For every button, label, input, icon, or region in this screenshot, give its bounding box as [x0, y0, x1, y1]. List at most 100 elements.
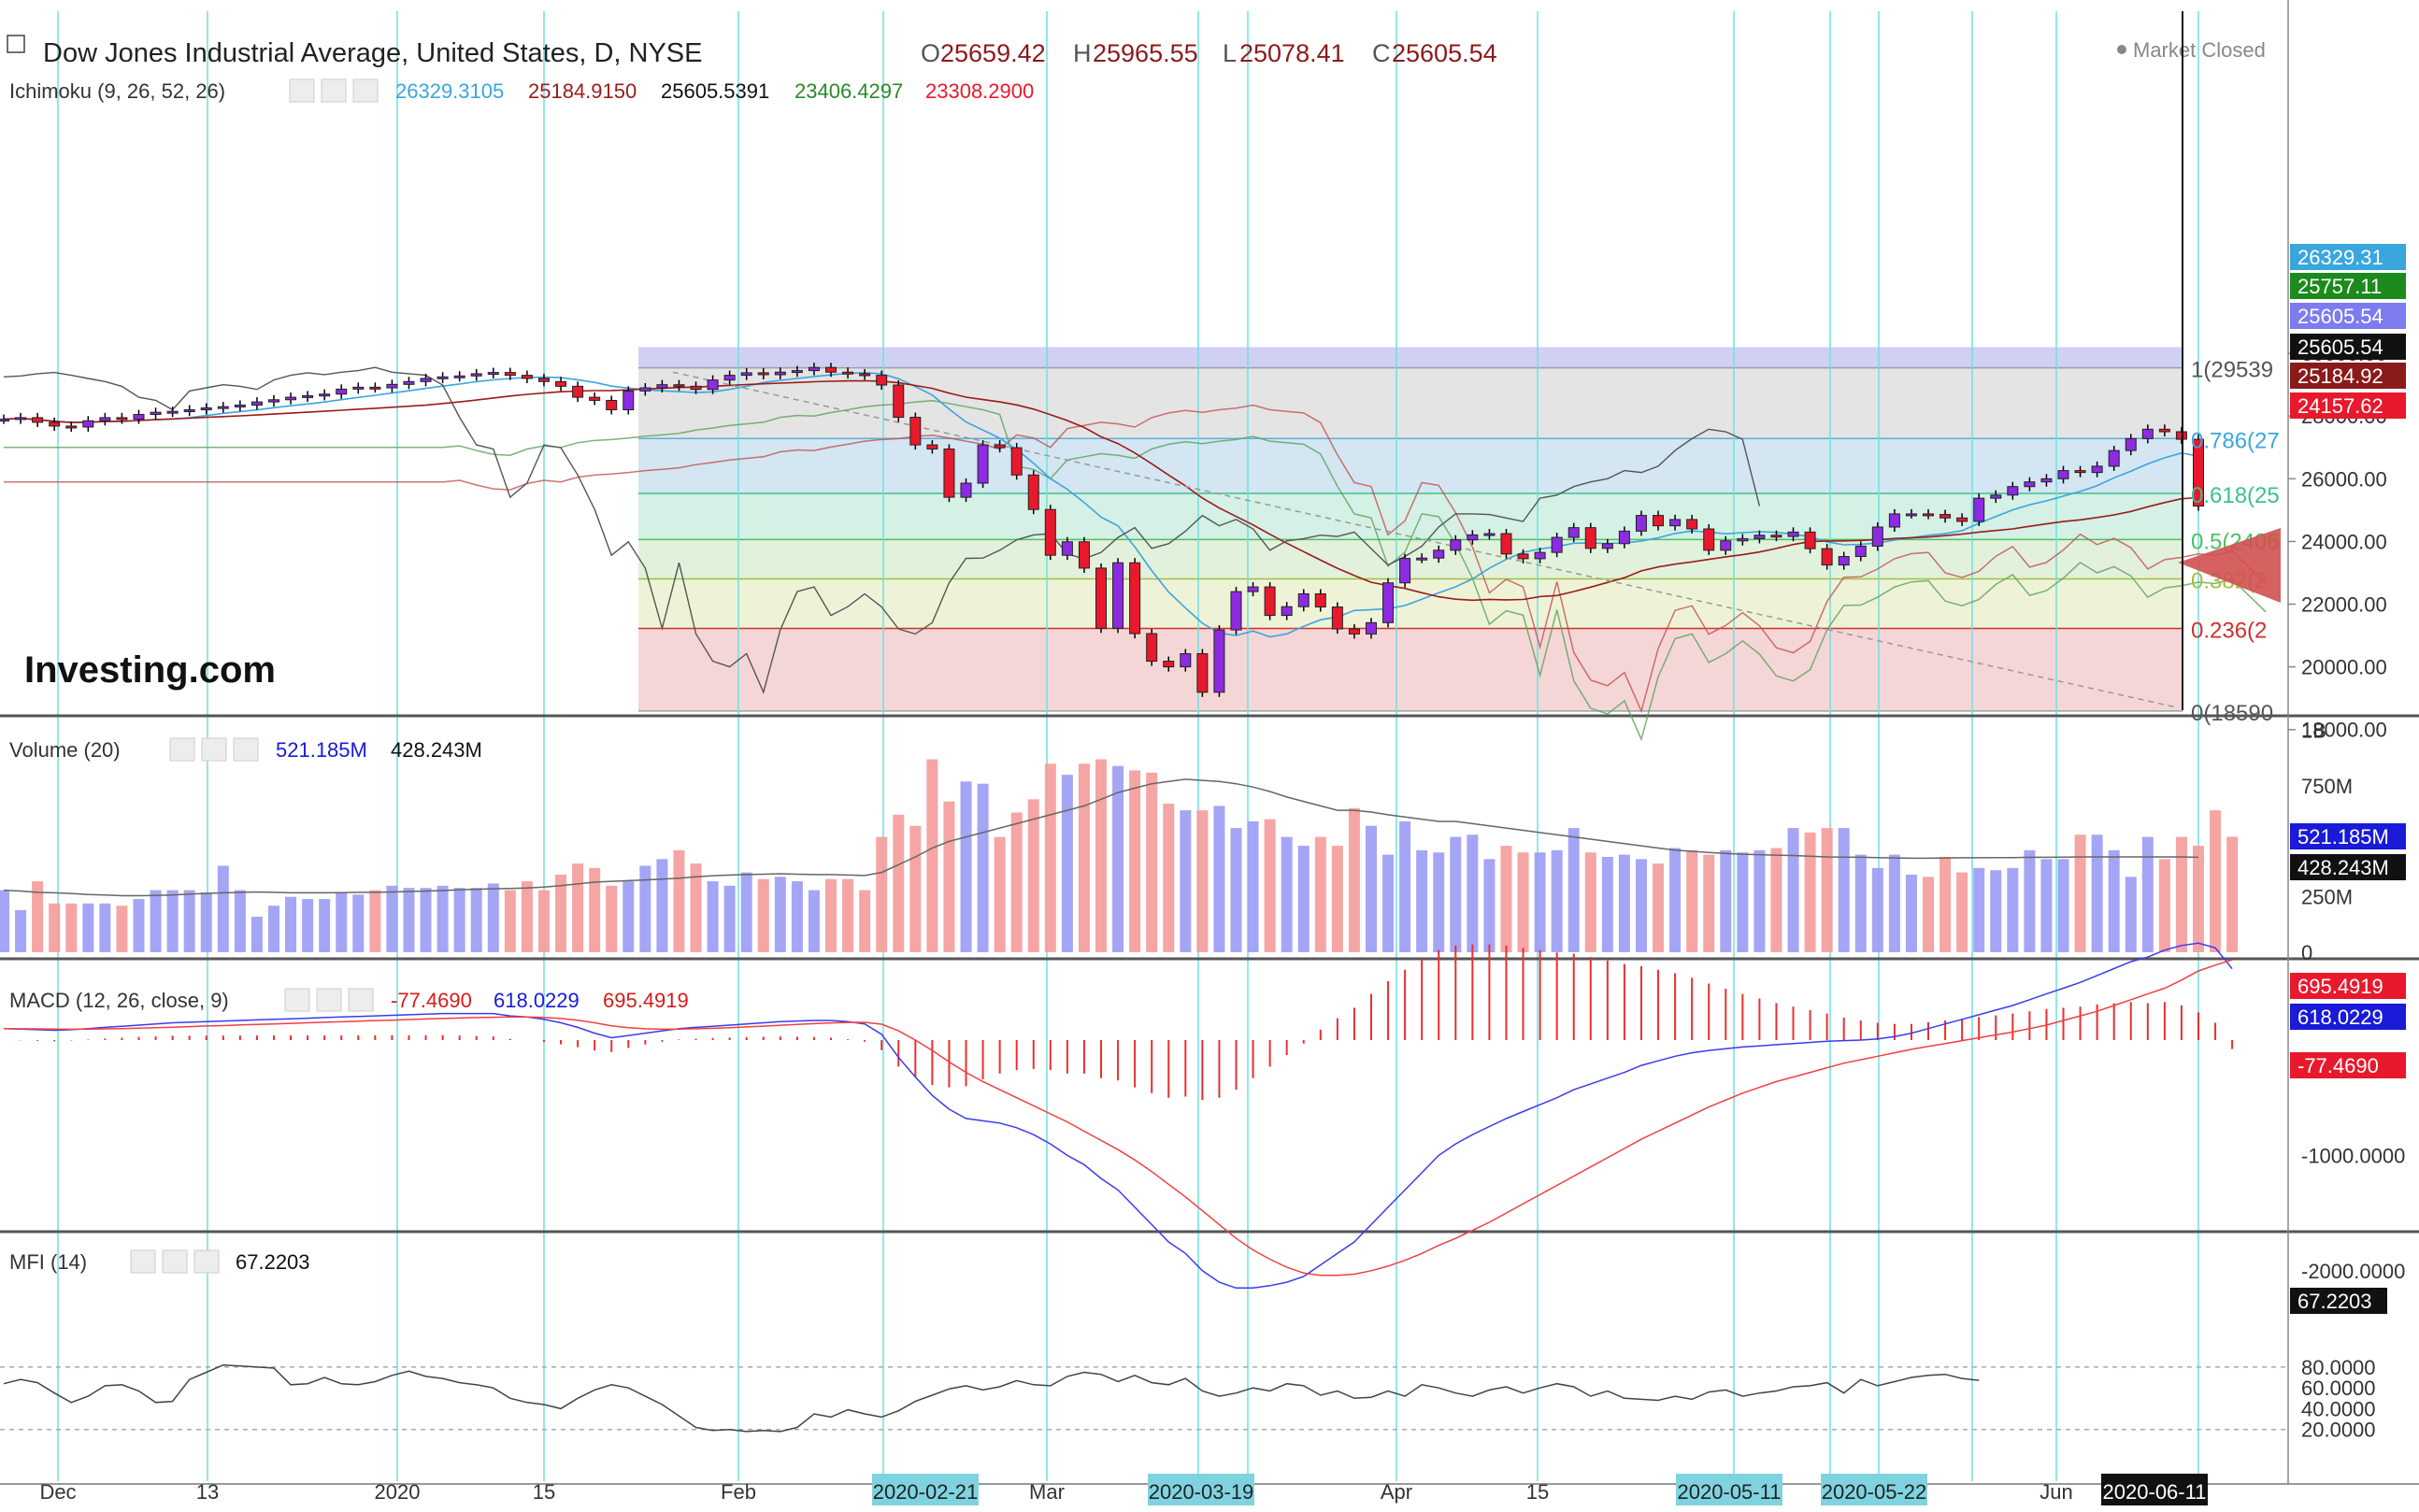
volume-bar	[960, 781, 972, 952]
candle	[808, 366, 820, 372]
candle	[2175, 431, 2187, 440]
fib-label: 0.786(27	[2191, 428, 2280, 453]
close-icon[interactable]	[348, 988, 374, 1012]
x-highlight-label: 2020-02-21	[873, 1480, 979, 1504]
volume-bar	[1027, 799, 1039, 952]
candle	[859, 373, 871, 377]
candle	[267, 399, 279, 403]
volume-bar	[1061, 775, 1073, 952]
volume-label[interactable]: Volume (20)	[9, 738, 121, 762]
x-axis-label: 15	[1526, 1480, 1549, 1504]
high-value: 25965.55	[1093, 39, 1198, 67]
candle	[1382, 582, 1395, 623]
candle	[1567, 527, 1580, 538]
settings-icon[interactable]	[316, 988, 342, 1012]
candle	[234, 404, 246, 407]
volume-bar	[2108, 849, 2120, 952]
volume-bar	[200, 892, 212, 952]
candle	[2158, 428, 2170, 433]
visibility-icon[interactable]	[289, 78, 315, 103]
settings-icon[interactable]	[321, 78, 347, 103]
volume-bar	[1584, 852, 1596, 952]
macd-tick-label: -2000.0000	[2301, 1260, 2405, 1283]
macd-hist-value: -77.4690	[391, 989, 472, 1012]
volume-bar	[656, 859, 668, 952]
low-label: L	[1223, 39, 1237, 67]
settings-icon[interactable]	[201, 737, 227, 762]
candle	[2108, 449, 2120, 467]
ichimoku-label[interactable]: Ichimoku (9, 26, 52, 26)	[9, 79, 225, 103]
volume-bar	[690, 863, 702, 952]
volume-tick-label: 0	[2301, 941, 2312, 964]
volume-bar	[386, 885, 398, 952]
x-axis-label: Apr	[1381, 1480, 1412, 1504]
volume-tick-label: 1B	[2301, 720, 2326, 743]
candle	[1703, 528, 1715, 551]
candle	[555, 380, 567, 387]
volume-bar	[99, 903, 111, 952]
price-tick-label: 26000.00	[2301, 467, 2387, 491]
volume-bar	[1483, 859, 1496, 952]
candle	[1990, 494, 2002, 499]
close-icon[interactable]	[193, 1249, 220, 1274]
candle	[0, 419, 9, 422]
close-icon[interactable]	[233, 737, 259, 762]
volume-bar	[2024, 849, 2036, 952]
candle	[960, 482, 972, 498]
price-tag: 25605.54	[2297, 305, 2383, 328]
mfi-label[interactable]: MFI (14)	[9, 1250, 87, 1274]
volume-tag-bg	[2290, 823, 2406, 849]
price-tag-bg	[2290, 334, 2406, 360]
mfi-line	[3, 1363, 1980, 1433]
open-label: O	[921, 39, 940, 67]
candle	[1450, 539, 1462, 551]
volume-bar	[572, 863, 584, 952]
visibility-icon[interactable]	[284, 988, 310, 1012]
candle	[1399, 558, 1411, 584]
visibility-icon[interactable]	[169, 737, 195, 762]
macd-tag-bg	[2290, 973, 2406, 999]
volume-bar	[791, 881, 803, 952]
candle	[1635, 515, 1647, 532]
candle	[1804, 531, 1816, 549]
volume-ma-line	[3, 778, 2199, 897]
volume-bar	[453, 888, 465, 952]
volume-bar	[352, 894, 365, 952]
volume-bar	[1601, 856, 1613, 952]
candle	[1163, 661, 1175, 668]
ichimoku-value: 26329.3105	[395, 79, 504, 103]
close-icon[interactable]	[352, 78, 379, 103]
volume-bar	[2141, 836, 2154, 952]
volume-bar	[1534, 852, 1546, 952]
candle	[65, 425, 78, 429]
candle	[133, 414, 145, 421]
volume-bar	[825, 878, 837, 952]
candle	[639, 387, 651, 392]
senkou-span-b-line	[4, 404, 2267, 714]
price-tag: 26329.31	[2297, 246, 2383, 269]
settings-icon[interactable]	[162, 1249, 188, 1274]
volume-tag: 428.243M	[2297, 856, 2389, 879]
investing-logo: Investing.com	[24, 649, 276, 691]
volume-bar	[1923, 877, 1935, 952]
volume-tag: 521.185M	[2297, 825, 2389, 849]
volume-bar	[1871, 867, 1883, 952]
candle	[1483, 533, 1496, 536]
volume-bar	[606, 885, 618, 952]
volume-bar	[1264, 819, 1276, 952]
volume-bar	[49, 903, 61, 952]
candle	[1618, 530, 1630, 545]
volume-bar	[1230, 828, 1242, 952]
x-highlight-label: 2020-05-11	[1678, 1480, 1782, 1504]
candle	[1753, 535, 1766, 539]
visibility-icon[interactable]	[130, 1249, 156, 1274]
collapse-toggle-icon[interactable]	[7, 35, 25, 53]
macd-value: 618.0229	[494, 989, 580, 1012]
candle	[2074, 470, 2086, 474]
candle	[1095, 567, 1107, 629]
candle	[1956, 517, 1968, 522]
volume-tick-label: 250M	[2301, 886, 2353, 909]
candle	[1061, 541, 1073, 556]
volume-bar	[1196, 810, 1209, 952]
macd-label[interactable]: MACD (12, 26, close, 9)	[9, 989, 229, 1012]
